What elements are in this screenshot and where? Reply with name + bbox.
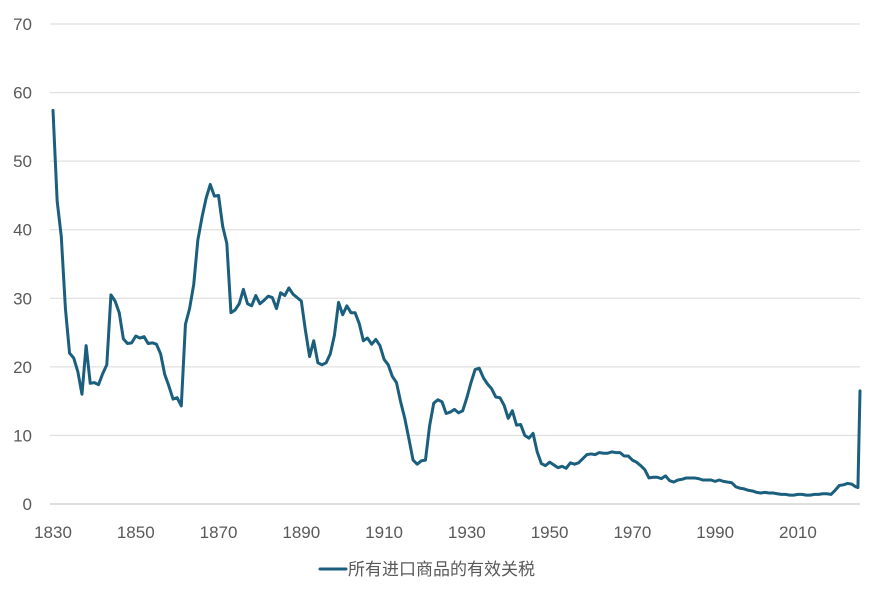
horizontal-gridlines [50,23,860,436]
x-tick-label: 1870 [200,523,238,542]
y-tick-label: 70 [13,15,32,34]
legend: 所有进口商品的有效关税 [318,560,535,580]
plot-area [51,108,862,497]
y-tick-label: 0 [23,495,32,514]
x-tick-label: 1950 [531,523,569,542]
y-tick-label: 20 [13,358,32,377]
series-line-0 [51,108,862,497]
x-tick-label: 1850 [117,523,155,542]
x-tick-label: 1990 [696,523,734,542]
x-axis-tick-labels: 1830 1850 1870 1890 1910 1930 1950 1970 1990 2010 [34,523,817,542]
y-tick-label: 30 [13,289,32,308]
y-tick-label: 50 [13,152,32,171]
x-tick-label: 1890 [282,523,320,542]
legend-label: 所有进口商品的有效关税 [348,560,535,580]
y-axis-tick-labels: 0 10 20 30 40 50 60 70 [13,15,32,514]
x-tick-label: 1830 [34,523,72,542]
x-tick-label: 1930 [448,523,486,542]
x-tick-label: 1970 [613,523,651,542]
x-tick-label: 2010 [779,523,817,542]
x-tick-label: 1910 [365,523,403,542]
y-tick-label: 10 [13,426,32,445]
y-tick-label: 60 [13,84,32,103]
y-tick-label: 40 [13,221,32,240]
